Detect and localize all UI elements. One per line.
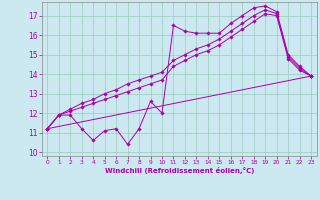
- X-axis label: Windchill (Refroidissement éolien,°C): Windchill (Refroidissement éolien,°C): [105, 167, 254, 174]
